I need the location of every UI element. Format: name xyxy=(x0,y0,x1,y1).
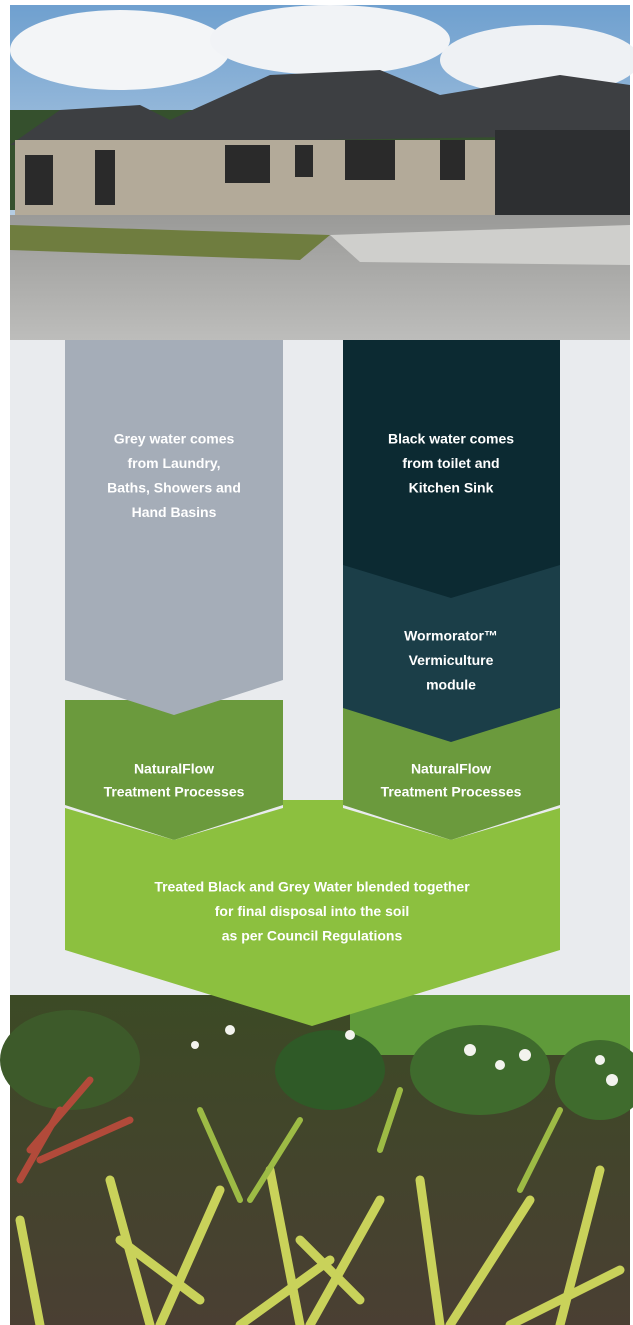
labels: Grey water comes from Laundry, Baths, Show… xyxy=(104,431,522,944)
final-disposal-text: as per Council Regulations xyxy=(222,928,403,944)
treatment-text: NaturalFlow xyxy=(411,761,491,777)
final-disposal-arrow xyxy=(65,800,560,1026)
wormorator-text: Wormorator™ xyxy=(404,628,498,644)
house-photo xyxy=(10,5,633,340)
black-treatment-block xyxy=(343,705,560,840)
black-water-text: Black water comes xyxy=(388,431,514,447)
black-water-text: Kitchen Sink xyxy=(409,480,494,496)
grey-water-arrow xyxy=(65,340,283,715)
treatment-text: Treatment Processes xyxy=(381,784,522,800)
final-disposal-text: Treated Black and Grey Water blended tog… xyxy=(154,879,470,895)
treatment-text: NaturalFlow xyxy=(134,761,214,777)
grey-water-text: from Laundry, xyxy=(127,455,220,471)
treatment-text: Treatment Processes xyxy=(104,784,245,800)
grey-water-text: Baths, Showers and xyxy=(107,480,241,496)
wormorator-block xyxy=(343,565,560,742)
black-water-text: from toilet and xyxy=(402,455,499,471)
grey-water-text: Hand Basins xyxy=(132,504,217,520)
black-water-arrow xyxy=(343,340,560,598)
wormorator-text: Vermiculture xyxy=(409,652,494,668)
final-disposal-text: for final disposal into the soil xyxy=(215,903,409,919)
wormorator-text: module xyxy=(426,677,476,693)
garden-photo xyxy=(0,995,633,1325)
grey-water-text: Grey water comes xyxy=(114,431,235,447)
grey-treatment-block xyxy=(65,700,283,840)
